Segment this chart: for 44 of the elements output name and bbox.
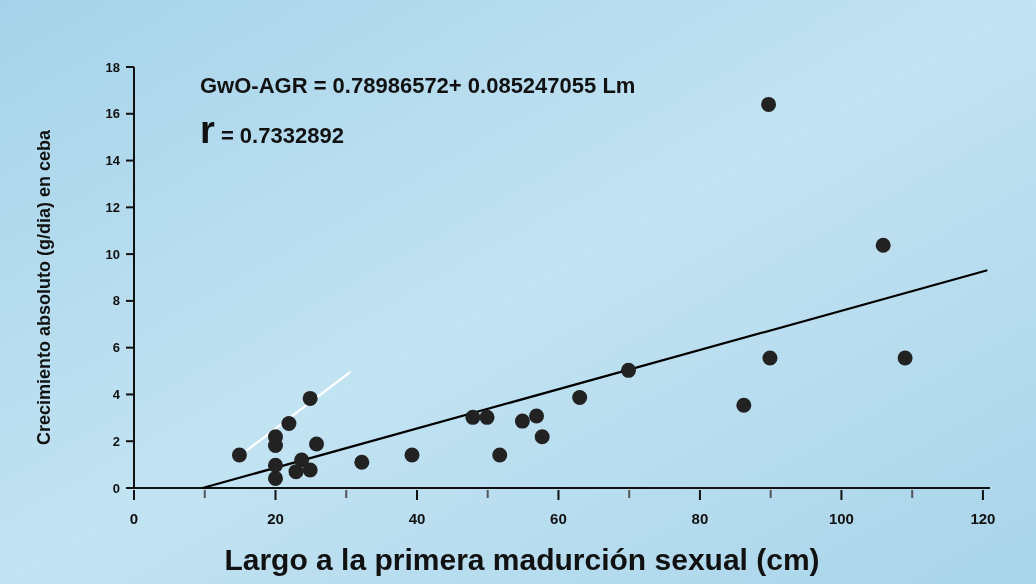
x-tick-label: 40 xyxy=(408,510,426,527)
y-tick-label: 2 xyxy=(112,433,120,449)
point xyxy=(267,470,283,486)
x-tick-label: 60 xyxy=(550,510,567,527)
point xyxy=(514,413,530,429)
point xyxy=(309,436,325,452)
annotation: GwO-AGR = 0.78986572+ 0.085247055 Lm xyxy=(200,73,636,98)
y-tick-label: 8 xyxy=(112,293,120,309)
point xyxy=(281,415,297,431)
x-tick-label: 20 xyxy=(267,510,284,527)
y-tick-label: 4 xyxy=(112,386,121,402)
point xyxy=(897,350,913,366)
x-axis-title: Largo a la primera madurción sexual (cm) xyxy=(224,543,820,576)
y-tick-label: 12 xyxy=(105,199,120,215)
point xyxy=(267,457,283,473)
point xyxy=(761,96,777,112)
y-tick-label: 0 xyxy=(112,480,120,496)
point xyxy=(231,447,247,463)
y-axis-title: Crecimiento absoluto (g/dia) en ceba xyxy=(34,128,54,446)
y-tick-label: 6 xyxy=(112,340,120,356)
point xyxy=(302,462,318,478)
point xyxy=(465,409,481,425)
x-tick-label: 0 xyxy=(129,510,139,527)
y-tick-label: 18 xyxy=(105,59,120,75)
point xyxy=(762,350,778,366)
point xyxy=(572,389,588,405)
point xyxy=(875,237,891,253)
point xyxy=(534,429,550,445)
point xyxy=(354,454,370,470)
point xyxy=(479,409,495,425)
point xyxy=(302,390,318,406)
y-tick-label: 16 xyxy=(105,106,120,122)
y-tick-label: 10 xyxy=(105,246,120,262)
point xyxy=(736,397,752,413)
point xyxy=(404,447,420,463)
point xyxy=(288,464,304,480)
x-tick-label: 100 xyxy=(828,510,854,527)
x-tick-label: 80 xyxy=(691,510,709,527)
point xyxy=(621,362,636,378)
x-tick-label: 120 xyxy=(970,510,996,527)
point xyxy=(492,447,508,463)
annotation: r = 0.7332892 xyxy=(200,109,344,151)
point xyxy=(529,408,545,424)
y-tick-label: 14 xyxy=(105,153,121,169)
